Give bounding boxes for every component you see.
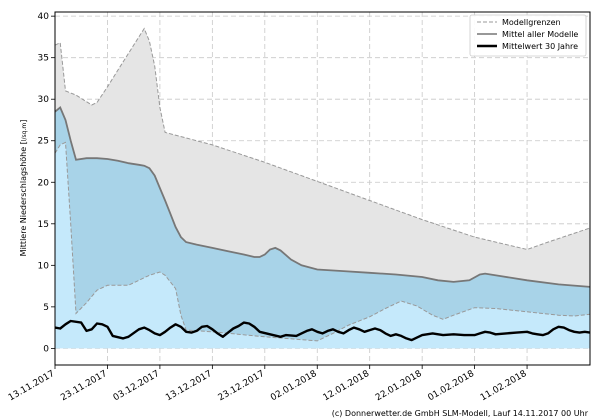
legend-label-mittelwert-30-jahre: Mittelwert 30 Jahre <box>502 42 578 51</box>
upper-bound-line <box>54 27 591 251</box>
plot-frame <box>54 11 591 366</box>
legend: Modellgrenzen Mittel aller Modelle Mitte… <box>469 14 587 57</box>
y-tick-label: 0 <box>43 344 49 354</box>
x-tick-label: 22.01.2018 <box>374 369 424 404</box>
y-tick-label: 5 <box>43 303 49 313</box>
lower-bound-line <box>54 141 591 342</box>
y-axis-label-unit: l/sq.m <box>21 123 28 142</box>
legend-label-modellgrenzen: Modellgrenzen <box>502 18 561 27</box>
svg-text:Mittlere Niederschlagshöhe [l/: Mittlere Niederschlagshöhe [l/sq.m] <box>19 120 28 257</box>
x-axis: 13.11.2017 23.11.2017 03.12.2017 13.12.2017… <box>7 365 529 403</box>
x-tick-label: 13.12.2017 <box>164 369 214 403</box>
y-tick-label: 25 <box>38 137 49 147</box>
y-tick-label: 35 <box>38 54 49 64</box>
y-tick-label: 40 <box>38 12 50 22</box>
x-tick-label: 03.12.2017 <box>112 369 162 403</box>
y-tick-label: 10 <box>38 261 50 271</box>
x-tick-label: 12.01.2018 <box>322 369 372 404</box>
y-axis-label: Mittlere Niederschlagshöhe [l/sq.m] <box>19 120 28 257</box>
x-tick-label: 13.11.2017 <box>7 369 57 403</box>
mean-band <box>55 107 590 341</box>
credit-text: (c) Donnerwetter.de GmbH SLM-Modell, Lau… <box>332 409 589 418</box>
x-tick-label: 01.02.2018 <box>426 369 476 404</box>
x-tick-label: 02.01.2018 <box>269 369 319 404</box>
series-lines <box>54 27 591 342</box>
y-tick-label: 30 <box>38 95 50 105</box>
y-axis-label-text: Mittlere Niederschlagshöhe [ <box>19 141 28 256</box>
x-tick-label: 23.11.2017 <box>59 369 109 403</box>
x-tick-label: 11.02.2018 <box>479 369 529 404</box>
mean-30-years-line <box>54 319 591 342</box>
y-tick-label: 15 <box>38 220 49 230</box>
x-tick-label: 23.12.2017 <box>217 369 267 403</box>
legend-box <box>469 14 587 57</box>
mean-all-models-line <box>54 106 591 288</box>
y-axis: 0 5 10 15 20 25 30 35 40 <box>38 12 55 354</box>
legend-label-mittel-aller-modelle: Mittel aller Modelle <box>502 30 578 39</box>
y-tick-label: 20 <box>38 178 50 188</box>
